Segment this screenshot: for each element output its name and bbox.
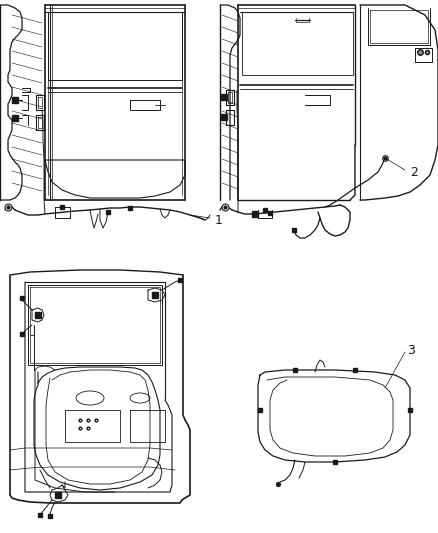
Text: 3: 3 bbox=[407, 343, 415, 357]
Text: 2: 2 bbox=[410, 166, 418, 179]
Text: 1: 1 bbox=[215, 214, 223, 227]
